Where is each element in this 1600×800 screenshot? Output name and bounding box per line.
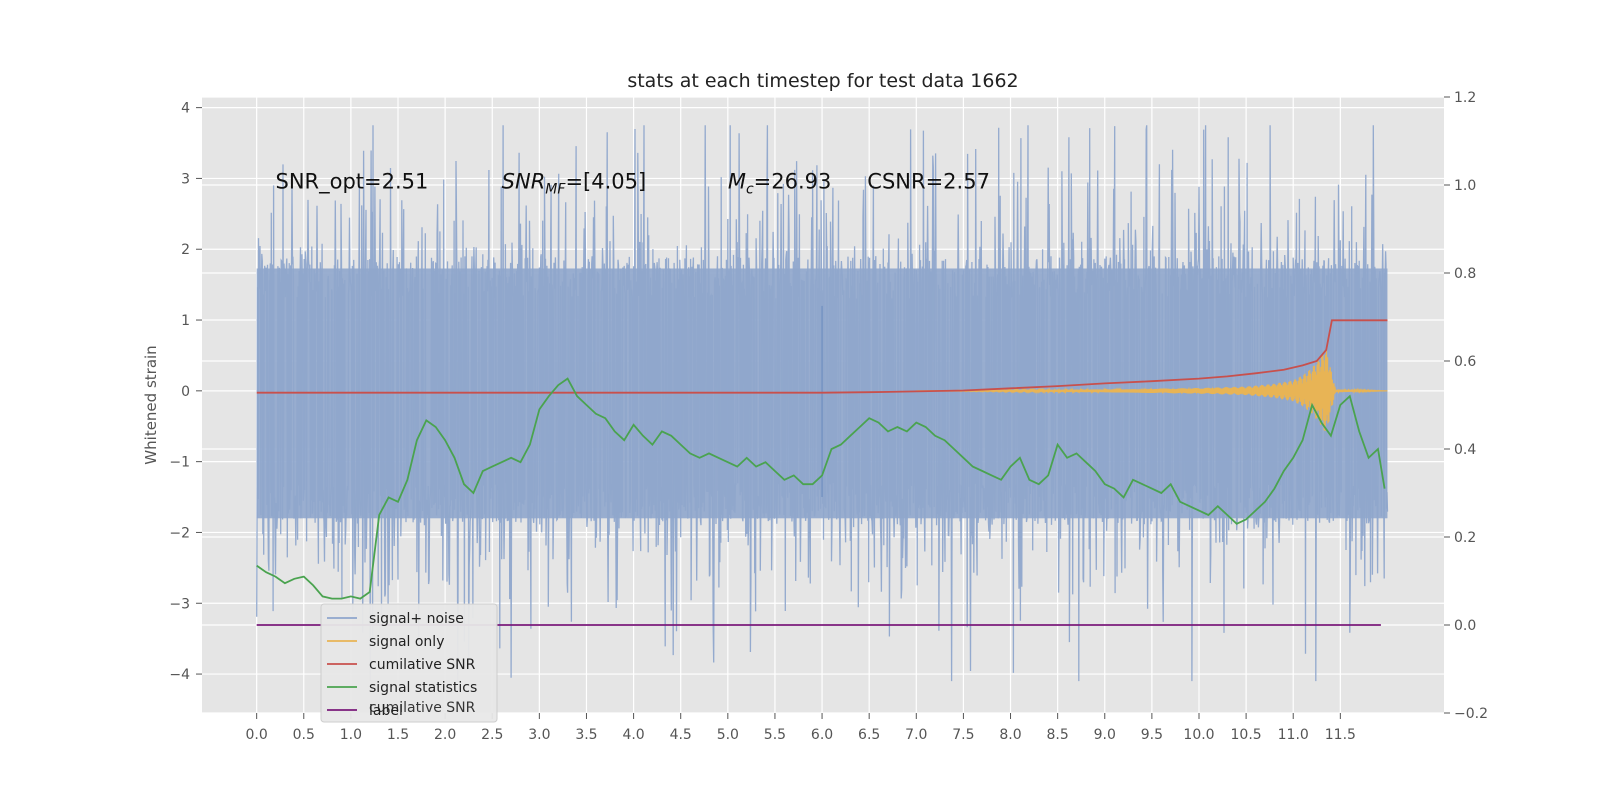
x-tick-label: 5.0 bbox=[717, 727, 739, 743]
annotation-sub: MF bbox=[545, 182, 566, 198]
legend-item-label: signal statistics bbox=[369, 680, 477, 696]
legend-hidden-text: cumilative SNR bbox=[369, 700, 476, 716]
y2-tick-label: 1.2 bbox=[1454, 90, 1476, 106]
x-tick-label: 0.0 bbox=[246, 727, 268, 743]
legend-item-label: label bbox=[369, 703, 403, 719]
x-tick-label: 4.0 bbox=[622, 727, 644, 743]
y-axis-left: 4 3 2 1 0 −1 −2 −3 −4 bbox=[169, 101, 202, 683]
x-tick-label: 2.5 bbox=[481, 727, 503, 743]
annotation-0: SNR_opt=2.51 bbox=[276, 170, 429, 195]
x-tick-label: 4.5 bbox=[670, 727, 692, 743]
annotation-3: CSNR=2.57 bbox=[867, 170, 990, 194]
y-tick-label: 0 bbox=[181, 384, 190, 400]
y-tick-label: −4 bbox=[169, 667, 190, 683]
annotation-sub: c bbox=[746, 182, 754, 198]
series-signal-only bbox=[916, 348, 1388, 431]
x-axis: 0.0 0.5 1.0 1.5 2.0 2.5 3.0 3.5 4.0 4.5 5.0 5.5 6.0 6… bbox=[246, 713, 1356, 743]
annotation-2: Mc=26.93 bbox=[728, 170, 832, 198]
x-tick-label: 1.0 bbox=[340, 727, 362, 743]
y2-tick-label: 0.2 bbox=[1454, 530, 1476, 546]
x-tick-label: 11.5 bbox=[1325, 727, 1356, 743]
x-tick-label: 5.5 bbox=[764, 727, 786, 743]
chart-title: stats at each timestep for test data 166… bbox=[627, 70, 1018, 92]
y-axis-label: Whitened strain bbox=[142, 345, 160, 464]
legend-item-label: cumilative SNR bbox=[369, 657, 476, 673]
annotation-rest: =[4.05] bbox=[565, 170, 646, 194]
y2-tick-label: 0.8 bbox=[1454, 266, 1476, 282]
legend-item-label: signal only bbox=[369, 634, 444, 650]
x-tick-label: 9.5 bbox=[1141, 727, 1163, 743]
x-tick-label: 9.0 bbox=[1094, 727, 1116, 743]
y-tick-label: −2 bbox=[169, 525, 190, 541]
legend-box bbox=[320, 603, 498, 723]
x-tick-label: 3.5 bbox=[575, 727, 597, 743]
x-tick-label: 8.5 bbox=[1047, 727, 1069, 743]
y2-tick-label: 0.4 bbox=[1454, 442, 1476, 458]
annotation-main: M bbox=[728, 170, 746, 194]
signal-only-line bbox=[916, 348, 1388, 431]
x-tick-label: 2.0 bbox=[434, 727, 456, 743]
x-tick-label: 6.0 bbox=[811, 727, 833, 743]
cumilative-snr-line bbox=[256, 319, 1388, 394]
y2-tick-label: 1.0 bbox=[1454, 178, 1476, 194]
signal-statistics-line bbox=[256, 377, 1386, 600]
x-tick-label: 1.5 bbox=[387, 727, 409, 743]
x-tick-label: 7.5 bbox=[952, 727, 974, 743]
y-tick-label: 1 bbox=[181, 313, 190, 329]
annotation-main: SNR bbox=[502, 170, 546, 194]
annotations: SNR_opt=2.51 SNRMF=[4.05] Mc=26.93 CSNR=2.5… bbox=[276, 170, 990, 198]
legend: cumilative SNR signal+ noise signal only cu… bbox=[320, 603, 498, 723]
x-tick-label: 3.0 bbox=[528, 727, 550, 743]
y-axis-right: 1.2 1.0 0.8 0.6 0.4 0.2 0.0 −0.2 bbox=[1444, 90, 1488, 722]
x-tick-label: 0.5 bbox=[293, 727, 315, 743]
annotation-1: SNRMF=[4.05] bbox=[502, 170, 647, 198]
y2-tick-label: 0.6 bbox=[1454, 354, 1476, 370]
y-tick-label: −3 bbox=[169, 596, 190, 612]
x-tick-label: 10.5 bbox=[1231, 727, 1262, 743]
x-tick-label: 10.0 bbox=[1183, 727, 1214, 743]
y-tick-label: 3 bbox=[181, 171, 190, 187]
y-tick-label: 2 bbox=[181, 242, 190, 258]
x-tick-label: 8.0 bbox=[999, 727, 1021, 743]
x-tick-label: 11.0 bbox=[1278, 727, 1309, 743]
x-tick-label: 7.0 bbox=[905, 727, 927, 743]
y-tick-label: 4 bbox=[181, 101, 190, 117]
y-tick-label: −1 bbox=[169, 455, 190, 471]
y2-tick-label: 0.0 bbox=[1454, 618, 1476, 634]
x-tick-label: 6.5 bbox=[858, 727, 880, 743]
legend-item-label: signal+ noise bbox=[369, 611, 464, 627]
annotation-rest: =26.93 bbox=[754, 170, 832, 194]
y2-tick-label: −0.2 bbox=[1454, 706, 1488, 722]
